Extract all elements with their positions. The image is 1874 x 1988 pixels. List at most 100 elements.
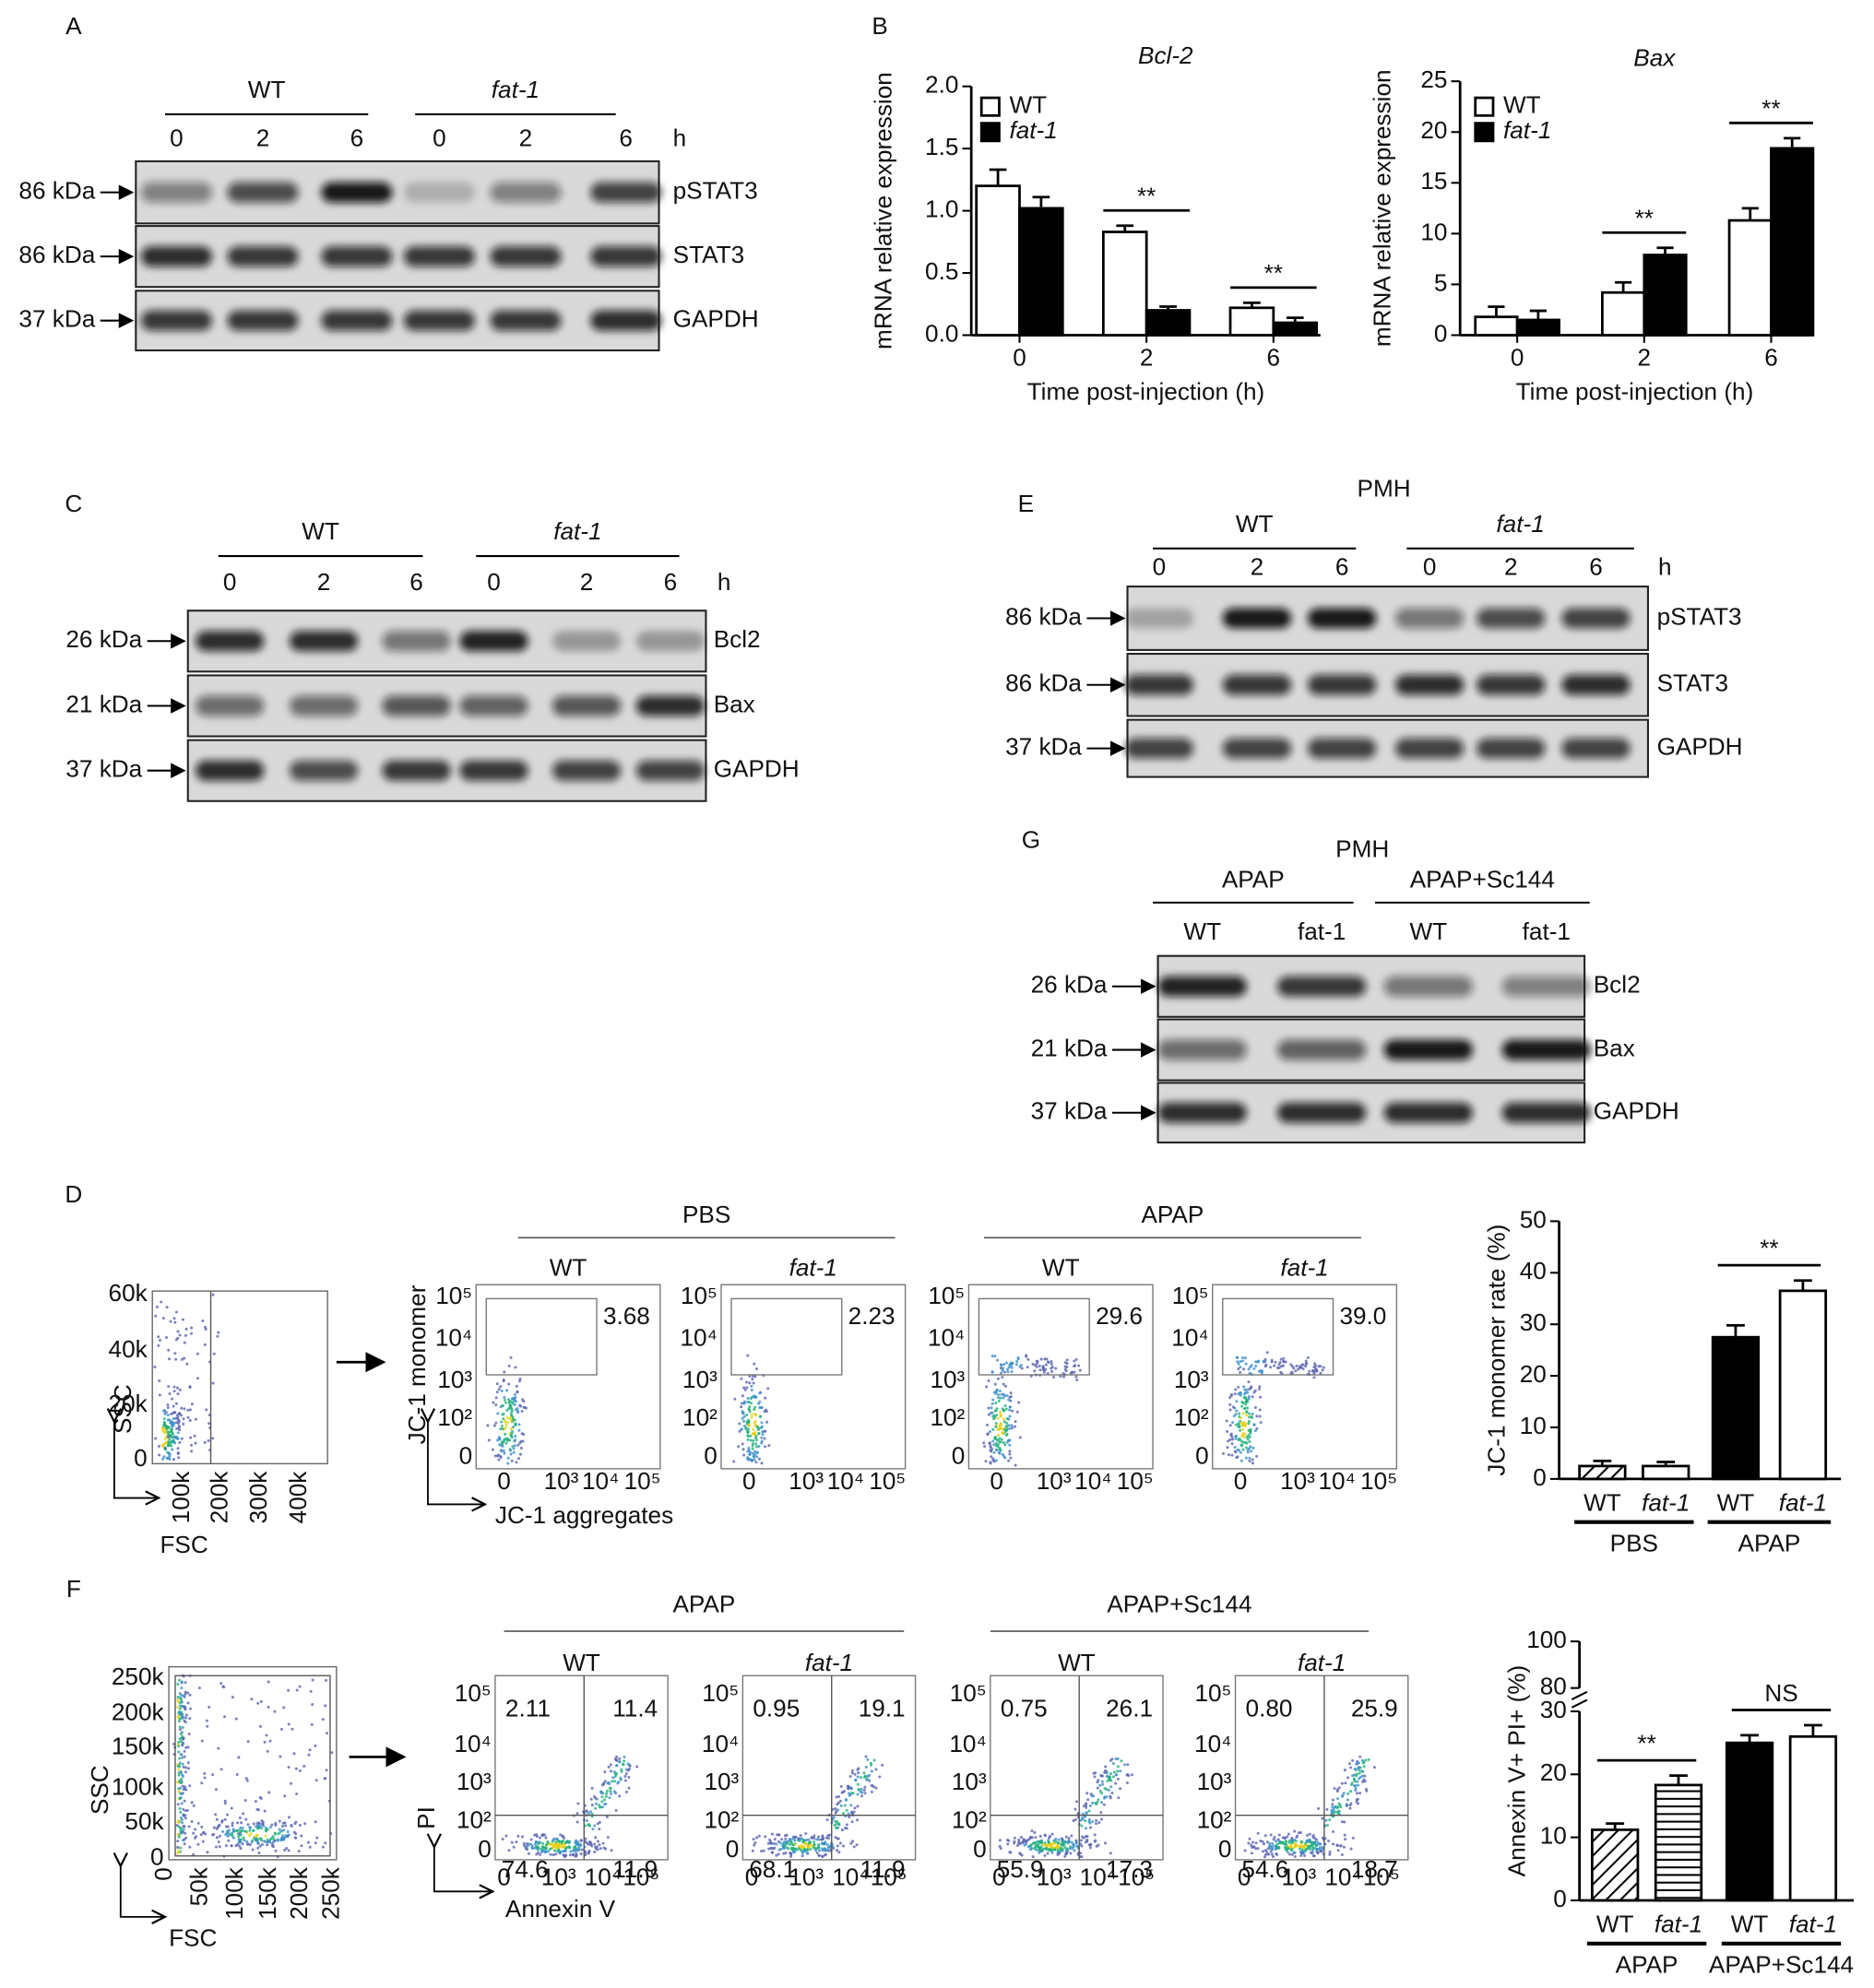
event-dot: [177, 1771, 181, 1775]
event-dot: [600, 1800, 604, 1804]
event-dot: [761, 1430, 765, 1434]
event-dot: [181, 1318, 184, 1321]
event-dot: [760, 1850, 764, 1853]
event-dot: [1337, 1809, 1341, 1813]
event-dot: [511, 1445, 515, 1449]
event-dot: [863, 1785, 867, 1789]
x-tick-label: 10⁵: [1360, 1467, 1397, 1495]
event-dot: [1242, 1423, 1246, 1426]
event-dot: [753, 1430, 757, 1435]
event-dot: [753, 1452, 757, 1456]
x-tick-label: 100k: [220, 1866, 248, 1920]
y-tick-label: 150k: [112, 1733, 165, 1760]
event-dot: [1351, 1836, 1355, 1840]
event-dot: [753, 1840, 757, 1844]
event-dot: [172, 1404, 175, 1408]
event-dot: [754, 1836, 759, 1840]
event-dot: [201, 1831, 205, 1835]
legend-label: fat-1: [1503, 116, 1551, 144]
event-dot: [600, 1795, 604, 1799]
event-dot: [848, 1792, 851, 1795]
event-dot: [999, 1424, 1002, 1427]
event-dot: [1084, 1819, 1087, 1823]
event-dot: [256, 1841, 260, 1845]
group-label: fat-1: [1496, 510, 1544, 538]
event-dot: [272, 1837, 276, 1840]
x-tick-label: 0: [745, 1863, 759, 1890]
event-dot: [176, 1840, 180, 1843]
event-dot: [995, 1438, 999, 1442]
event-dot: [742, 1401, 746, 1404]
event-dot: [864, 1766, 868, 1769]
y-tick-label: 0: [1434, 319, 1448, 347]
event-dot: [1247, 1367, 1251, 1371]
event-dot: [268, 1739, 272, 1743]
event-dot: [990, 1450, 993, 1453]
event-dot: [746, 1456, 750, 1460]
event-dot: [1299, 1853, 1303, 1858]
event-dot: [498, 1454, 502, 1458]
event-dot: [183, 1755, 186, 1758]
gate-rect: [485, 1297, 598, 1376]
event-dot: [850, 1769, 854, 1772]
event-dot: [298, 1823, 302, 1827]
event-dot: [1032, 1841, 1036, 1845]
event-dot: [507, 1401, 511, 1404]
event-dot: [166, 1414, 170, 1417]
event-dot: [837, 1794, 841, 1798]
event-dot: [184, 1836, 188, 1840]
event-dot: [587, 1851, 591, 1854]
significance-label: **: [1264, 259, 1283, 287]
event-dot: [506, 1398, 511, 1402]
event-dot: [574, 1840, 577, 1844]
y-tick-label: 60k: [109, 1279, 148, 1307]
event-dot: [180, 1704, 184, 1708]
event-dot: [174, 1310, 178, 1314]
event-dot: [1093, 1833, 1097, 1837]
event-dot: [741, 1416, 744, 1420]
lane-label: 0: [1153, 553, 1167, 581]
event-dot: [535, 1835, 539, 1839]
event-dot: [1295, 1836, 1299, 1840]
event-dot: [1325, 1823, 1329, 1827]
event-dot: [746, 1427, 750, 1431]
event-dot: [212, 1826, 216, 1829]
event-dot: [862, 1788, 866, 1792]
quadrant-value: 11.9: [612, 1855, 658, 1883]
event-dot: [1254, 1841, 1258, 1845]
sample-label: WT: [1058, 1649, 1096, 1676]
event-dot: [552, 1853, 555, 1857]
event-dot: [1328, 1852, 1332, 1856]
unit-label: h: [673, 124, 687, 151]
event-dot: [504, 1420, 507, 1424]
event-dot: [825, 1842, 829, 1846]
protein-label: STAT3: [1657, 669, 1728, 697]
event-dot: [598, 1805, 602, 1809]
plot-frame: [1212, 1284, 1398, 1470]
event-dot: [1062, 1840, 1065, 1844]
event-dot: [509, 1415, 513, 1419]
event-dot: [1105, 1795, 1109, 1799]
legend-swatch: [979, 122, 1001, 143]
event-dot: [179, 1732, 183, 1735]
event-dot: [1069, 1371, 1073, 1375]
event-dot: [501, 1427, 504, 1431]
band: [1124, 738, 1194, 759]
event-dot: [1342, 1845, 1346, 1849]
event-dot: [994, 1402, 998, 1405]
event-dot: [540, 1847, 543, 1851]
event-dot: [530, 1844, 534, 1848]
event-dot: [515, 1461, 518, 1464]
event-dot: [177, 1745, 181, 1748]
event-dot: [286, 1829, 290, 1833]
event-dot: [1286, 1851, 1289, 1854]
event-dot: [324, 1777, 327, 1781]
event-dot: [1005, 1427, 1009, 1431]
event-dot: [1273, 1836, 1276, 1840]
event-dot: [1048, 1847, 1051, 1851]
event-dot: [179, 1740, 183, 1744]
lane-label: 2: [1251, 553, 1264, 581]
event-dot: [591, 1828, 595, 1831]
event-dot: [495, 1382, 499, 1386]
event-dot: [185, 1808, 189, 1812]
